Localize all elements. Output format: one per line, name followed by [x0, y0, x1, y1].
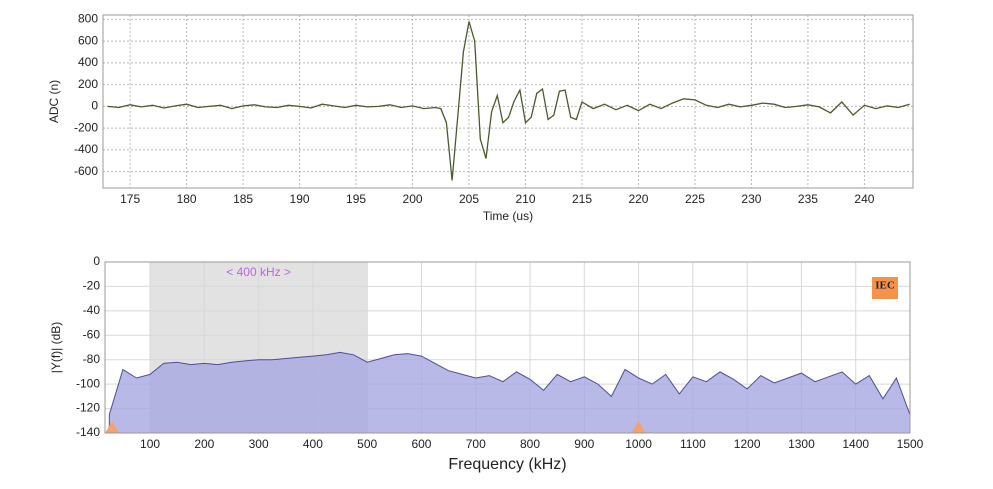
y-axis-label: ADC (n)	[47, 80, 61, 123]
x-tick-label: 220	[628, 192, 648, 206]
x-tick-label: 240	[854, 192, 874, 206]
x-tick-label: 175	[120, 192, 140, 206]
x-tick-label: 230	[741, 192, 761, 206]
y-tick-label: -80	[83, 352, 101, 366]
x-tick-label: 200	[403, 192, 423, 206]
x-tick-label: 215	[572, 192, 592, 206]
x-tick-label: 195	[346, 192, 366, 206]
y-tick-label: 400	[78, 55, 98, 69]
x-tick-label: 180	[177, 192, 197, 206]
x-tick-label: 400	[303, 437, 323, 451]
y-tick-label: 0	[91, 99, 98, 113]
x-tick-label: 235	[798, 192, 818, 206]
band-label: < 400 kHz >	[226, 265, 291, 279]
x-tick-label: 1100	[680, 437, 706, 451]
marker	[631, 421, 646, 433]
badge-bg	[872, 277, 898, 299]
plot-frame	[102, 14, 914, 189]
plot-frame	[104, 261, 911, 434]
x-axis-label: Time (us)	[483, 209, 533, 223]
y-tick-label: -100	[76, 376, 100, 390]
y-tick-label: -600	[74, 164, 98, 178]
y-tick-label: -200	[74, 120, 98, 134]
x-tick-label: 700	[466, 437, 486, 451]
y-tick-label: -140	[76, 425, 100, 439]
marker	[105, 421, 120, 433]
y-tick-label: -120	[76, 401, 100, 415]
x-tick-label: 200	[194, 437, 214, 451]
y-tick-label: 200	[78, 77, 98, 91]
x-tick-label: 1200	[734, 437, 761, 451]
x-tick-label: 1300	[788, 437, 815, 451]
y-tick-label: -400	[74, 142, 98, 156]
badge: IEC	[875, 280, 895, 292]
x-tick-label: 190	[290, 192, 310, 206]
y-axis-label: |Y(f)| (dB)	[49, 322, 63, 374]
y-tick-label: -60	[83, 327, 101, 341]
y-tick-label: 600	[78, 33, 98, 47]
x-tick-label: 210	[515, 192, 535, 206]
y-tick-label: 0	[93, 254, 100, 268]
x-tick-label: 600	[411, 437, 431, 451]
x-tick-label: 800	[520, 437, 540, 451]
y-tick-label: -40	[83, 303, 101, 317]
x-axis-label: Frequency (kHz)	[448, 456, 566, 473]
x-tick-label: 500	[357, 437, 377, 451]
x-tick-label: 185	[233, 192, 253, 206]
line	[107, 21, 910, 181]
y-tick-label: 800	[78, 12, 98, 26]
x-tick-label: 225	[685, 192, 705, 206]
x-tick-label: 1500	[897, 437, 924, 451]
x-tick-label: 300	[249, 437, 269, 451]
y-tick-label: -20	[83, 279, 101, 293]
x-tick-label: 205	[459, 192, 479, 206]
x-tick-label: 1000	[625, 437, 652, 451]
x-tick-label: 900	[574, 437, 594, 451]
x-tick-label: 1400	[842, 437, 869, 451]
x-tick-label: 100	[140, 437, 160, 451]
area	[108, 351, 911, 434]
